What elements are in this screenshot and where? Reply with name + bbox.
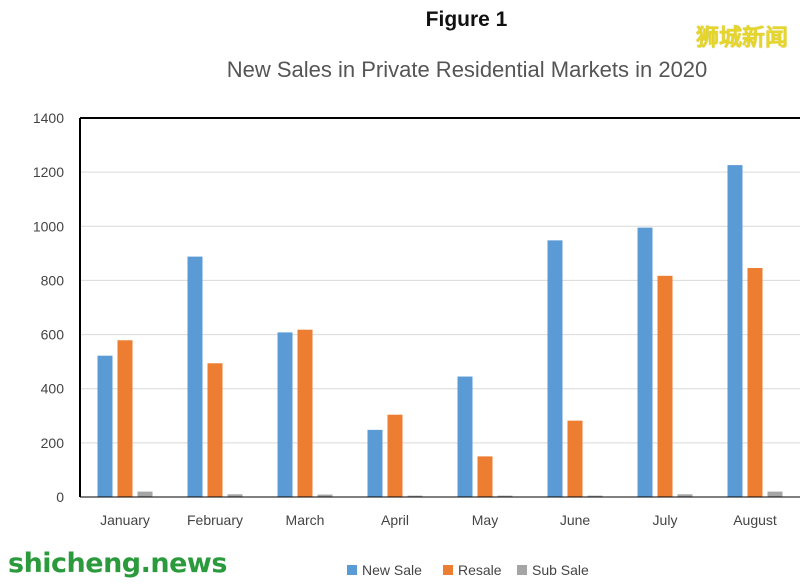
y-tick-labels: 0 200 400 600 800 1000 1200 1400 bbox=[33, 110, 64, 505]
legend-swatch bbox=[347, 565, 357, 575]
bar-new-sale bbox=[637, 227, 653, 497]
bar-sub-sale bbox=[497, 495, 513, 497]
x-tick-label: August bbox=[733, 512, 777, 528]
gridlines bbox=[80, 171, 800, 444]
bar-new-sale bbox=[727, 165, 743, 497]
bar-resale bbox=[747, 267, 763, 497]
x-tick-label: January bbox=[100, 512, 150, 528]
legend-swatch bbox=[443, 565, 453, 575]
bar-resale bbox=[657, 275, 673, 497]
y-tick-label: 0 bbox=[56, 489, 64, 505]
bar-sub-sale bbox=[317, 494, 333, 497]
x-tick-label: May bbox=[472, 512, 498, 528]
legend-label: Resale bbox=[458, 562, 502, 578]
bar-new-sale bbox=[547, 240, 563, 497]
x-tick-label: April bbox=[381, 512, 409, 528]
x-tick-label: June bbox=[560, 512, 591, 528]
bar-sub-sale bbox=[587, 495, 603, 497]
bar-sub-sale bbox=[227, 494, 243, 497]
figure-label: Figure 1 bbox=[425, 8, 508, 31]
x-tick-label: July bbox=[653, 512, 678, 528]
x-tick-labels: January February March April May June July Augu… bbox=[100, 512, 777, 528]
bar-new-sale bbox=[97, 355, 113, 497]
y-tick-label: 1000 bbox=[33, 218, 64, 234]
x-tick-label: February bbox=[187, 512, 243, 528]
bar-new-sale bbox=[277, 332, 293, 497]
y-tick-label: 1200 bbox=[33, 164, 64, 180]
bar-new-sale bbox=[367, 429, 383, 497]
bar-sub-sale bbox=[137, 491, 153, 497]
legend: New Sale Resale Sub Sale bbox=[347, 562, 589, 578]
y-tick-label: 200 bbox=[41, 435, 65, 451]
y-tick-label: 1400 bbox=[33, 110, 64, 126]
y-tick-label: 800 bbox=[41, 272, 65, 288]
legend-label: Sub Sale bbox=[532, 562, 589, 578]
legend-swatch bbox=[517, 565, 527, 575]
bar-resale bbox=[477, 456, 493, 497]
chart-title: New Sales in Private Residential Markets… bbox=[227, 57, 708, 82]
bar-new-sale bbox=[457, 376, 473, 497]
y-tick-label: 400 bbox=[41, 381, 65, 397]
bar-sub-sale bbox=[677, 494, 693, 497]
y-tick-label: 600 bbox=[41, 327, 65, 343]
bar-resale bbox=[117, 340, 133, 497]
bar-resale bbox=[387, 414, 403, 497]
bar-new-sale bbox=[187, 256, 203, 497]
bar-resale bbox=[567, 420, 583, 497]
watermark-site: shicheng.news bbox=[8, 548, 227, 579]
axes bbox=[79, 117, 800, 498]
bar-resale bbox=[297, 329, 313, 497]
legend-label: New Sale bbox=[362, 562, 422, 578]
bar-sub-sale bbox=[407, 495, 423, 497]
watermark-chinese: 狮城新闻 bbox=[696, 25, 788, 51]
bar-sub-sale bbox=[767, 491, 783, 497]
bar-resale bbox=[207, 363, 223, 497]
bars bbox=[97, 165, 783, 497]
x-tick-label: March bbox=[286, 512, 325, 528]
